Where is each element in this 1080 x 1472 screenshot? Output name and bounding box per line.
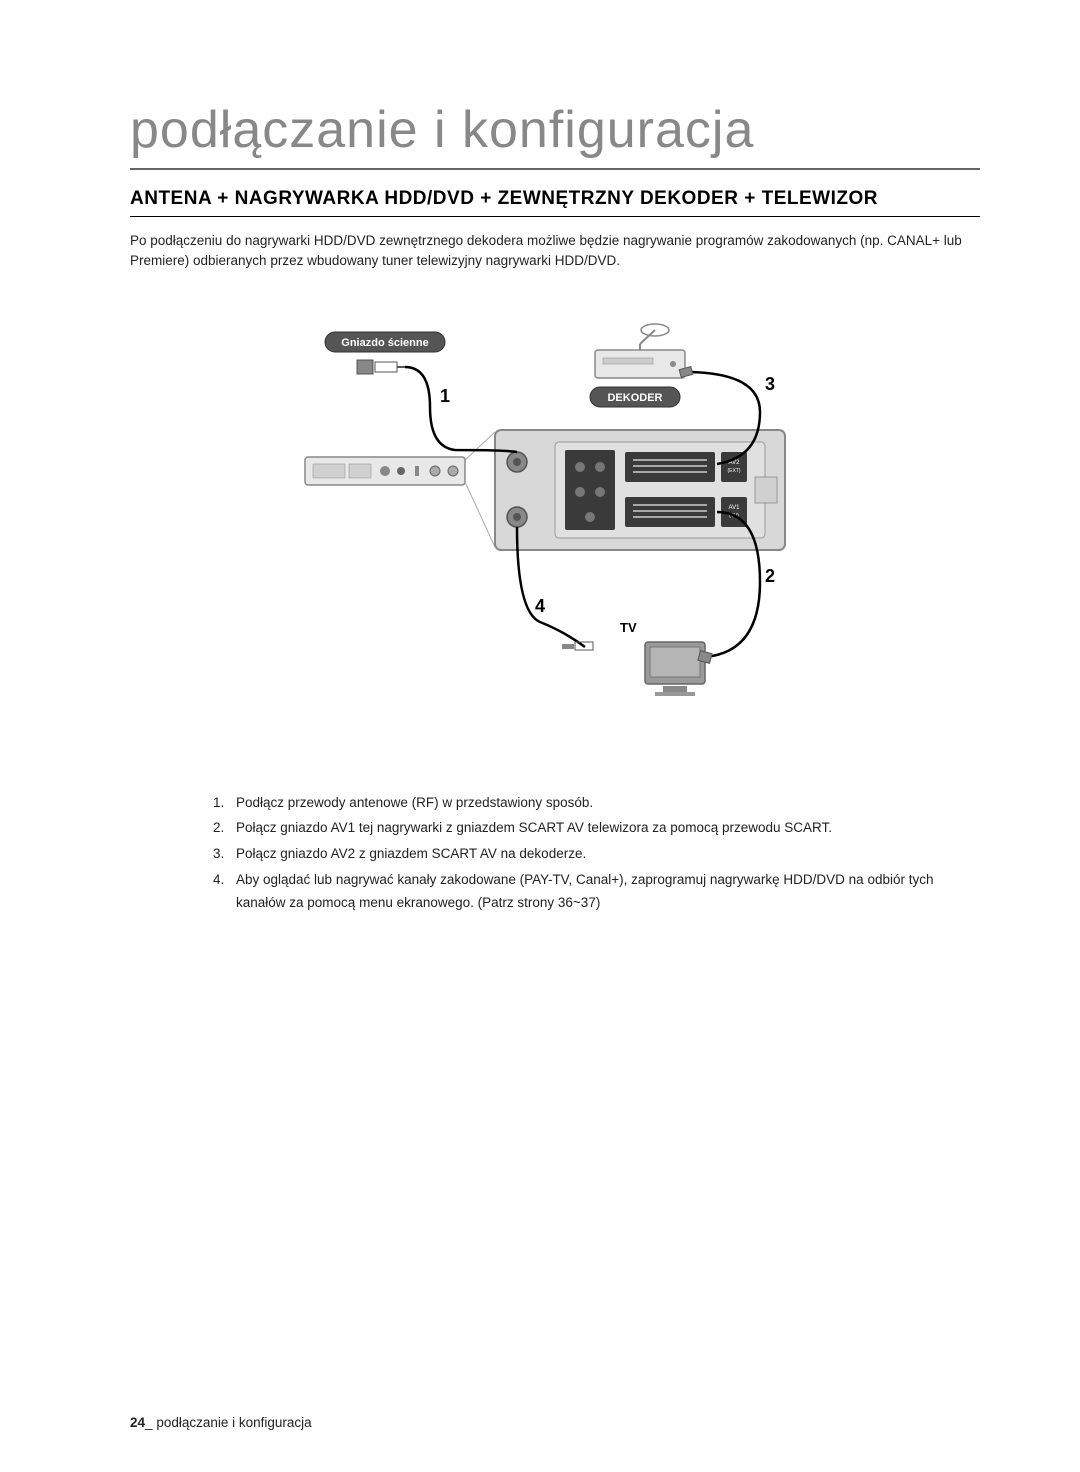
connection-diagram: Gniazdo ścienne DEKODER 1 3 xyxy=(285,312,825,712)
wall-socket-icon xyxy=(357,360,373,374)
intro-text: Po podłączeniu do nagrywarki HDD/DVD zew… xyxy=(130,231,980,272)
diagram-number-2: 2 xyxy=(765,566,775,586)
footer-separator: _ xyxy=(145,1415,153,1430)
callout-line xyxy=(465,432,495,460)
step-item: Podłącz przewody antenowe (RF) w przedst… xyxy=(228,792,980,815)
section-heading: ANTENA + NAGRYWARKA HDD/DVD + ZEWNĘTRZNY… xyxy=(130,188,980,217)
page-title: podłączanie i konfiguracja xyxy=(130,100,980,170)
footer-section-name: podłączanie i konfiguracja xyxy=(156,1415,311,1430)
tv-label: TV xyxy=(620,620,637,635)
page-footer: 24_ podłączanie i konfiguracja xyxy=(130,1415,312,1430)
diagram-svg: Gniazdo ścienne DEKODER 1 3 xyxy=(285,312,825,712)
diagram-number-4: 4 xyxy=(535,596,545,616)
page-number: 24 xyxy=(130,1415,145,1430)
steps-list: Podłącz przewody antenowe (RF) w przedst… xyxy=(130,792,980,916)
recorder-back-panel: AV2 (EXT) AV1 (TV) xyxy=(495,430,785,550)
diagram-number-1: 1 xyxy=(440,386,450,406)
step-item: Połącz gniazdo AV1 tej nagrywarki z gnia… xyxy=(228,817,980,840)
wall-socket-label: Gniazdo ścienne xyxy=(341,337,428,349)
decoder-device xyxy=(595,350,685,378)
decoder-label: DEKODER xyxy=(607,392,662,404)
callout-line xyxy=(465,482,495,547)
diagram-number-3: 3 xyxy=(765,374,775,394)
svg-text:AV1: AV1 xyxy=(729,505,741,511)
step-item: Aby oglądać lub nagrywać kanały zakodowa… xyxy=(228,869,980,915)
svg-text:(EXT): (EXT) xyxy=(727,468,740,474)
step-item: Połącz gniazdo AV2 z gniazdem SCART AV n… xyxy=(228,843,980,866)
tv-device xyxy=(645,642,712,696)
wall-plug-icon xyxy=(375,362,397,372)
recorder-device-small xyxy=(305,457,465,485)
